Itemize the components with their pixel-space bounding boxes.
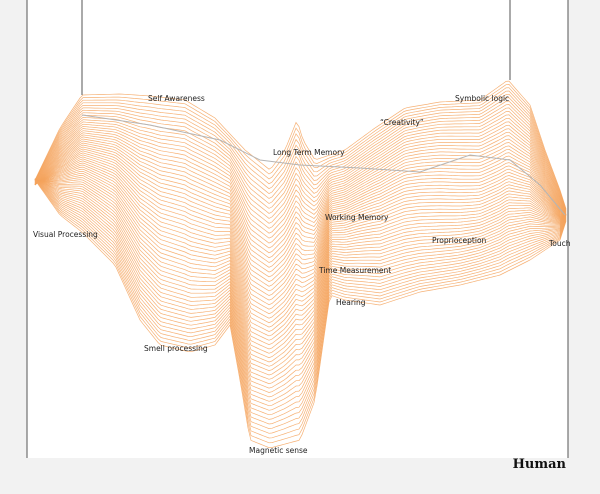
contour-line — [34, 179, 567, 376]
contour-line — [34, 140, 567, 268]
contour-line — [34, 180, 567, 359]
contour-line — [34, 150, 567, 292]
contour-line — [34, 134, 567, 254]
label-time-measurement: Time Measurement — [318, 266, 391, 275]
contour-line — [34, 158, 567, 310]
contour-line — [34, 175, 567, 345]
contour-line — [34, 93, 567, 212]
contour-line — [34, 152, 567, 296]
label-hearing: Hearing — [336, 298, 366, 307]
contour-line — [34, 178, 567, 420]
contour-line — [34, 146, 567, 282]
contour-line — [34, 179, 567, 371]
contour-line — [34, 121, 567, 229]
contour-line — [34, 154, 567, 301]
label-magnetic-sense: Magnetic sense — [249, 446, 308, 455]
label-symbolic-logic: Symbolic logic — [455, 94, 509, 103]
contour-line — [34, 166, 567, 328]
contour-line — [34, 179, 567, 380]
label-self-awareness: Self Awareness — [148, 94, 205, 103]
contour-line — [34, 117, 567, 224]
contour-line — [34, 114, 567, 219]
contour-line — [34, 97, 567, 212]
contour-line — [34, 168, 567, 332]
label-proprioception: Proprioception — [432, 236, 487, 245]
contour-line — [34, 128, 567, 239]
contour-line — [34, 178, 567, 402]
contour-line — [34, 84, 567, 210]
contour-line — [34, 179, 567, 448]
contour-line — [34, 148, 567, 287]
contour-line — [34, 178, 567, 389]
contour-line — [34, 179, 567, 367]
contour-line — [34, 124, 567, 234]
contour-line — [34, 178, 567, 434]
contour-line — [34, 180, 567, 363]
contour-line — [34, 178, 567, 416]
contour-line — [34, 178, 567, 425]
contour-line — [34, 80, 567, 209]
contour-line — [34, 162, 567, 319]
label-smell-processing: Smell processing — [144, 344, 208, 353]
contour-line — [34, 107, 567, 214]
contour-line — [34, 138, 567, 263]
contour-lines — [34, 80, 567, 448]
contour-line — [34, 156, 567, 306]
contour-line — [34, 130, 567, 244]
contour-line — [34, 178, 567, 398]
label-touch: Touch — [548, 239, 571, 248]
label-creativity: “Creativity” — [380, 118, 424, 127]
contour-line — [34, 164, 567, 324]
landscape-labels: Self Awareness “Creativity” Symbolic log… — [33, 94, 571, 455]
contour-line — [34, 160, 567, 315]
contour-line — [34, 173, 567, 341]
contour-line — [34, 87, 567, 211]
diagram-title: Human — [513, 457, 567, 472]
contour-line — [34, 170, 567, 337]
contour-line — [34, 142, 567, 273]
contour-line — [34, 132, 567, 249]
contour-line — [34, 104, 567, 213]
contour-line — [34, 179, 567, 354]
label-visual-processing: Visual Processing — [33, 230, 98, 239]
contour-line — [34, 178, 567, 411]
contour-line — [34, 178, 567, 429]
contour-line — [34, 179, 567, 444]
contour-line — [34, 178, 567, 385]
contour-line — [34, 178, 567, 393]
label-working-memory: Working Memory — [325, 213, 389, 222]
label-long-term-memory: Long Term Memory — [273, 148, 345, 157]
contour-line — [34, 90, 567, 211]
contour-line — [34, 179, 567, 439]
gray-centerline — [81, 114, 566, 216]
contour-line — [34, 100, 567, 213]
contour-line — [34, 144, 567, 278]
contour-line — [35, 177, 567, 350]
contour-line — [34, 178, 567, 407]
